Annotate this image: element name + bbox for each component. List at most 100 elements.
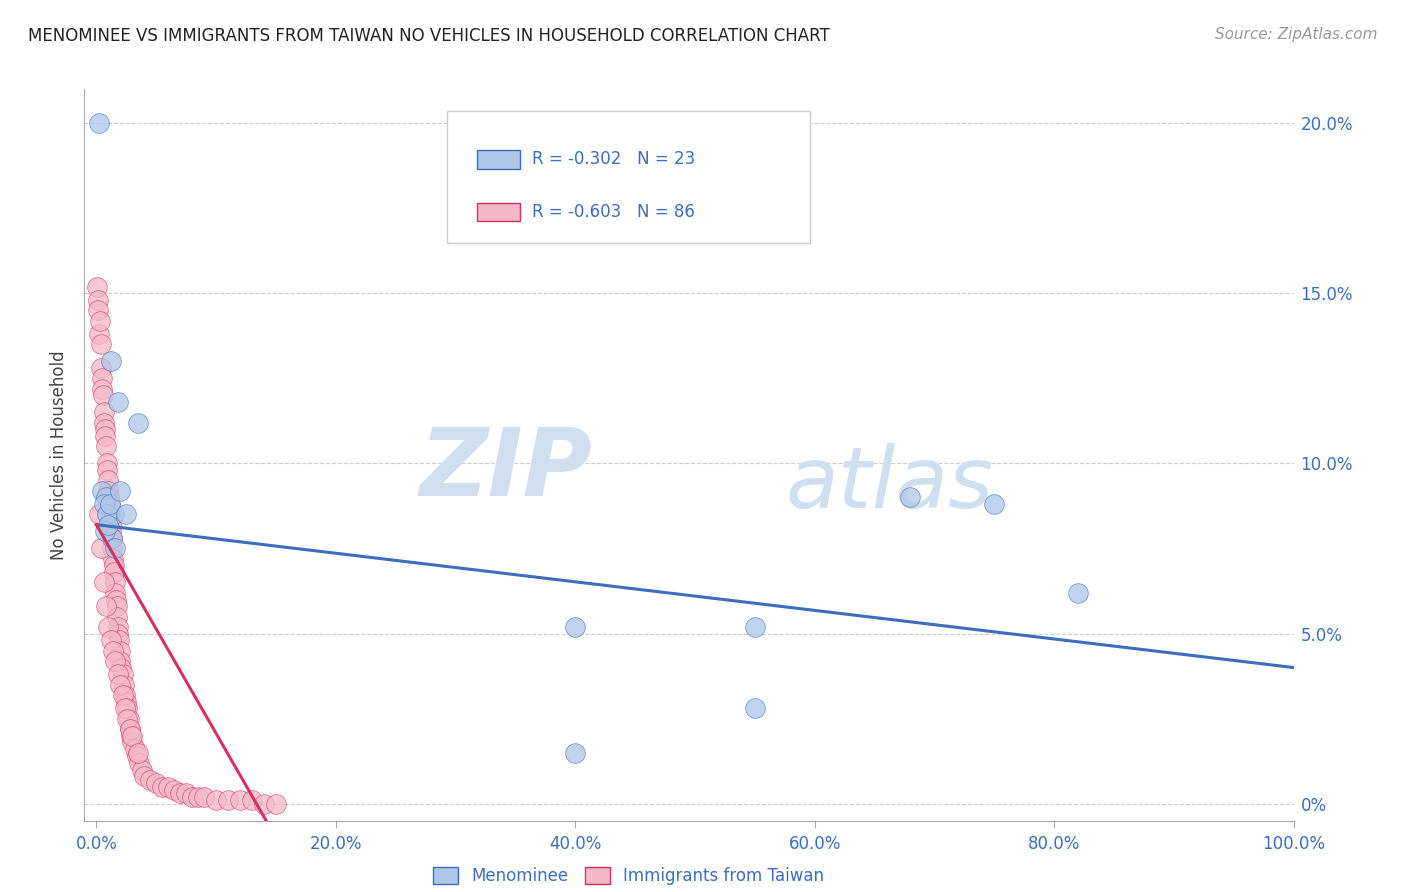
Point xyxy=(110,677,132,691)
Point xyxy=(86,279,108,293)
Point xyxy=(105,609,128,624)
Point xyxy=(91,382,114,396)
Point xyxy=(187,789,209,804)
Point xyxy=(139,772,162,787)
FancyBboxPatch shape xyxy=(447,112,810,243)
Point xyxy=(131,763,153,777)
Point xyxy=(127,746,149,760)
Point xyxy=(103,508,125,522)
Point xyxy=(101,643,124,657)
Point xyxy=(103,566,125,580)
Point xyxy=(111,688,134,702)
Point xyxy=(93,422,115,436)
Point xyxy=(118,722,141,736)
FancyBboxPatch shape xyxy=(478,203,520,221)
Point xyxy=(96,463,118,477)
Point xyxy=(91,483,114,498)
Point xyxy=(121,735,143,749)
Point xyxy=(101,551,124,566)
Point xyxy=(110,483,132,498)
Point xyxy=(93,524,115,539)
Point xyxy=(117,701,139,715)
Point xyxy=(108,643,131,657)
Point xyxy=(205,793,228,807)
Text: R = -0.603   N = 86: R = -0.603 N = 86 xyxy=(531,203,695,221)
Point xyxy=(117,712,139,726)
Point xyxy=(112,677,135,691)
Point xyxy=(107,626,129,640)
Point xyxy=(163,783,186,797)
Point xyxy=(150,780,173,794)
Point xyxy=(93,416,115,430)
Point xyxy=(114,701,136,715)
Point xyxy=(115,508,138,522)
Point xyxy=(90,541,112,556)
Point xyxy=(94,599,117,614)
Point xyxy=(104,541,127,556)
Point xyxy=(983,497,1005,511)
Point xyxy=(193,789,215,804)
Text: atlas: atlas xyxy=(786,442,994,525)
Point xyxy=(124,742,146,756)
Point xyxy=(97,517,120,532)
Point xyxy=(103,558,125,573)
Point xyxy=(229,793,252,807)
Point xyxy=(134,769,156,783)
FancyBboxPatch shape xyxy=(478,150,520,169)
Point xyxy=(101,541,124,556)
Point xyxy=(105,592,128,607)
Point xyxy=(87,508,110,522)
Point xyxy=(564,746,586,760)
Point xyxy=(100,354,122,368)
Point xyxy=(174,786,197,800)
Text: Source: ZipAtlas.com: Source: ZipAtlas.com xyxy=(1215,27,1378,42)
Point xyxy=(90,361,112,376)
Point xyxy=(97,474,120,488)
Point xyxy=(107,667,129,681)
Point xyxy=(110,660,132,674)
Point xyxy=(264,797,287,811)
Point xyxy=(93,497,115,511)
Point xyxy=(101,531,124,545)
Point xyxy=(105,599,128,614)
Point xyxy=(118,722,141,736)
Point xyxy=(127,416,149,430)
Point xyxy=(157,780,180,794)
Point xyxy=(169,786,191,800)
Point xyxy=(87,327,110,342)
Point xyxy=(87,116,110,130)
Point xyxy=(107,395,129,409)
Point xyxy=(110,654,132,668)
Point xyxy=(98,497,121,511)
Point xyxy=(90,371,112,385)
Point xyxy=(115,695,138,709)
Text: R = -0.302   N = 23: R = -0.302 N = 23 xyxy=(531,151,695,169)
Point xyxy=(87,303,110,318)
Point xyxy=(118,712,141,726)
Point xyxy=(125,749,148,764)
Point xyxy=(744,620,766,634)
Point xyxy=(94,439,117,453)
Point xyxy=(108,633,131,648)
Point xyxy=(104,575,127,590)
Point xyxy=(97,620,120,634)
Point xyxy=(217,793,239,807)
Text: ZIP: ZIP xyxy=(419,424,592,516)
Text: MENOMINEE VS IMMIGRANTS FROM TAIWAN NO VEHICLES IN HOUSEHOLD CORRELATION CHART: MENOMINEE VS IMMIGRANTS FROM TAIWAN NO V… xyxy=(28,27,830,45)
Point xyxy=(100,524,122,539)
Point xyxy=(93,575,115,590)
Legend: Menominee, Immigrants from Taiwan: Menominee, Immigrants from Taiwan xyxy=(433,867,824,886)
Point xyxy=(91,388,114,402)
Point xyxy=(97,483,120,498)
Point xyxy=(94,429,117,443)
Point xyxy=(104,654,127,668)
Point xyxy=(94,491,117,505)
Point xyxy=(107,620,129,634)
Point xyxy=(98,497,121,511)
Point xyxy=(96,508,118,522)
Point xyxy=(86,293,108,307)
Point xyxy=(104,585,127,599)
Point xyxy=(120,729,142,743)
Point xyxy=(98,508,121,522)
Point xyxy=(101,531,124,545)
